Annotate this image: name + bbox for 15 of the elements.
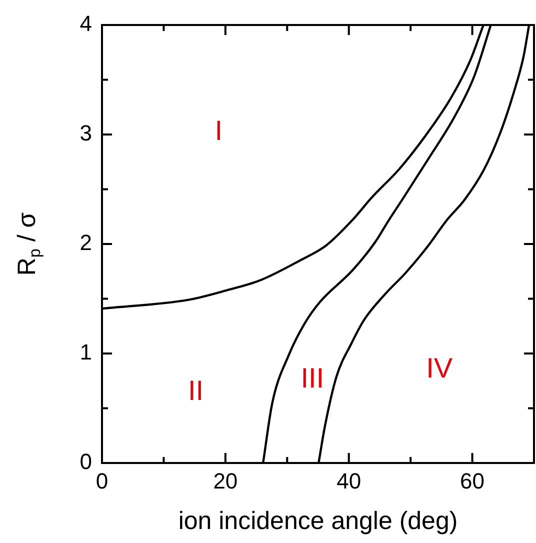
y-tick-label: 0 xyxy=(80,449,92,474)
y-tick-label: 4 xyxy=(80,11,92,36)
x-tick-label: 40 xyxy=(336,468,362,494)
x-tick-label: 0 xyxy=(96,468,108,494)
y-tick-label: 2 xyxy=(80,230,92,256)
x-axis-title: ion incidence angle (deg) xyxy=(178,506,458,535)
x-tick-label: 60 xyxy=(460,468,485,494)
annotation: IV xyxy=(426,352,453,384)
annotation: I xyxy=(214,115,223,146)
y-axis-title: Rp / σ xyxy=(12,212,44,276)
y-tick-label: 3 xyxy=(80,120,92,146)
annotation: III xyxy=(300,362,324,394)
y-tick-label: 1 xyxy=(80,340,92,365)
x-tick-label: 20 xyxy=(213,468,238,494)
annotation: II xyxy=(188,374,204,406)
